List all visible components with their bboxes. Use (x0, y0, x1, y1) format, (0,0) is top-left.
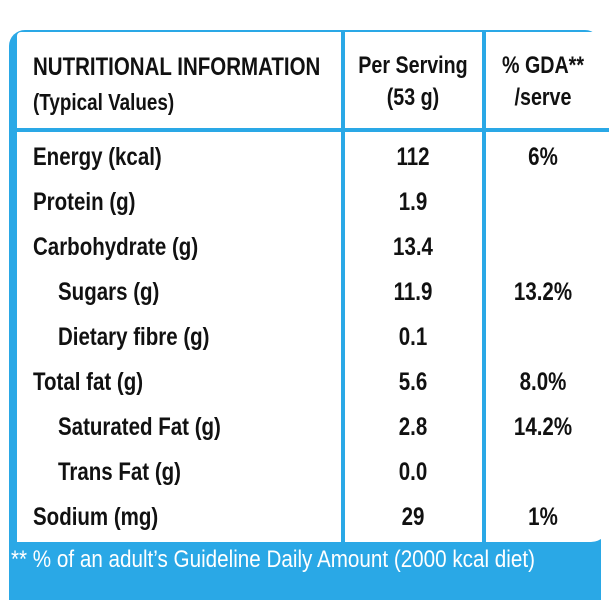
gda-value: 13.2% (513, 278, 573, 306)
nutrient-label: Protein (g) (33, 188, 136, 216)
table-row: Sugars (g) 11.9 13.2% (0, 270, 610, 315)
per-serving-header-line2: (53 g) (386, 84, 440, 111)
column-divider-gda (482, 32, 486, 542)
nutrition-table (17, 32, 609, 542)
per-serving-header: Per Serving (53 g) (356, 50, 471, 114)
header-divider (17, 128, 609, 132)
table-subtitle: (Typical Values) (33, 89, 175, 115)
gda-value: 1% (528, 503, 558, 531)
gda-header-line1: % GDA** (501, 52, 585, 79)
nutrient-label: Carbohydrate (g) (33, 233, 199, 261)
table-row: Dietary fibre (g) 0.1 (0, 315, 610, 360)
table-row: Sodium (mg) 29 1% (0, 495, 610, 540)
per-serving-value: 0.0 (398, 458, 428, 486)
nutrient-label: Dietary fibre (g) (58, 323, 210, 351)
per-serving-value: 11.9 (393, 278, 433, 306)
per-serving-value: 13.4 (393, 233, 433, 261)
per-serving-value: 0.1 (398, 323, 428, 351)
table-row: Total fat (g) 5.6 8.0% (0, 360, 610, 405)
per-serving-value: 29 (401, 503, 425, 531)
nutrient-label: Sugars (g) (58, 278, 160, 306)
gda-header-line2: /serve (514, 84, 572, 111)
gda-footnote: ** % of an adult’s Guideline Daily Amoun… (11, 546, 535, 573)
gda-value: 8.0% (519, 368, 567, 396)
gda-value: 14.2% (513, 413, 573, 441)
nutrient-label: Energy (kcal) (33, 143, 162, 171)
per-serving-value: 5.6 (398, 368, 428, 396)
per-serving-header-line1: Per Serving (358, 52, 468, 79)
nutrient-label: Total fat (g) (33, 368, 144, 396)
gda-header: % GDA** /serve (495, 50, 592, 114)
nutrient-label: Sodium (mg) (33, 503, 159, 531)
gda-value: 6% (528, 143, 558, 171)
column-divider-serving (341, 32, 345, 542)
per-serving-value: 112 (396, 143, 430, 171)
nutrient-label: Trans Fat (g) (58, 458, 182, 486)
table-row: Trans Fat (g) 0.0 (0, 450, 610, 495)
table-title: NUTRITIONAL INFORMATION (33, 53, 321, 81)
table-row: Energy (kcal) 112 6% (0, 135, 610, 180)
table-row: Saturated Fat (g) 2.8 14.2% (0, 405, 610, 450)
table-row: Protein (g) 1.9 (0, 180, 610, 225)
table-row: Carbohydrate (g) 13.4 (0, 225, 610, 270)
per-serving-value: 1.9 (398, 188, 428, 216)
nutrient-label: Saturated Fat (g) (58, 413, 221, 441)
per-serving-value: 2.8 (398, 413, 428, 441)
